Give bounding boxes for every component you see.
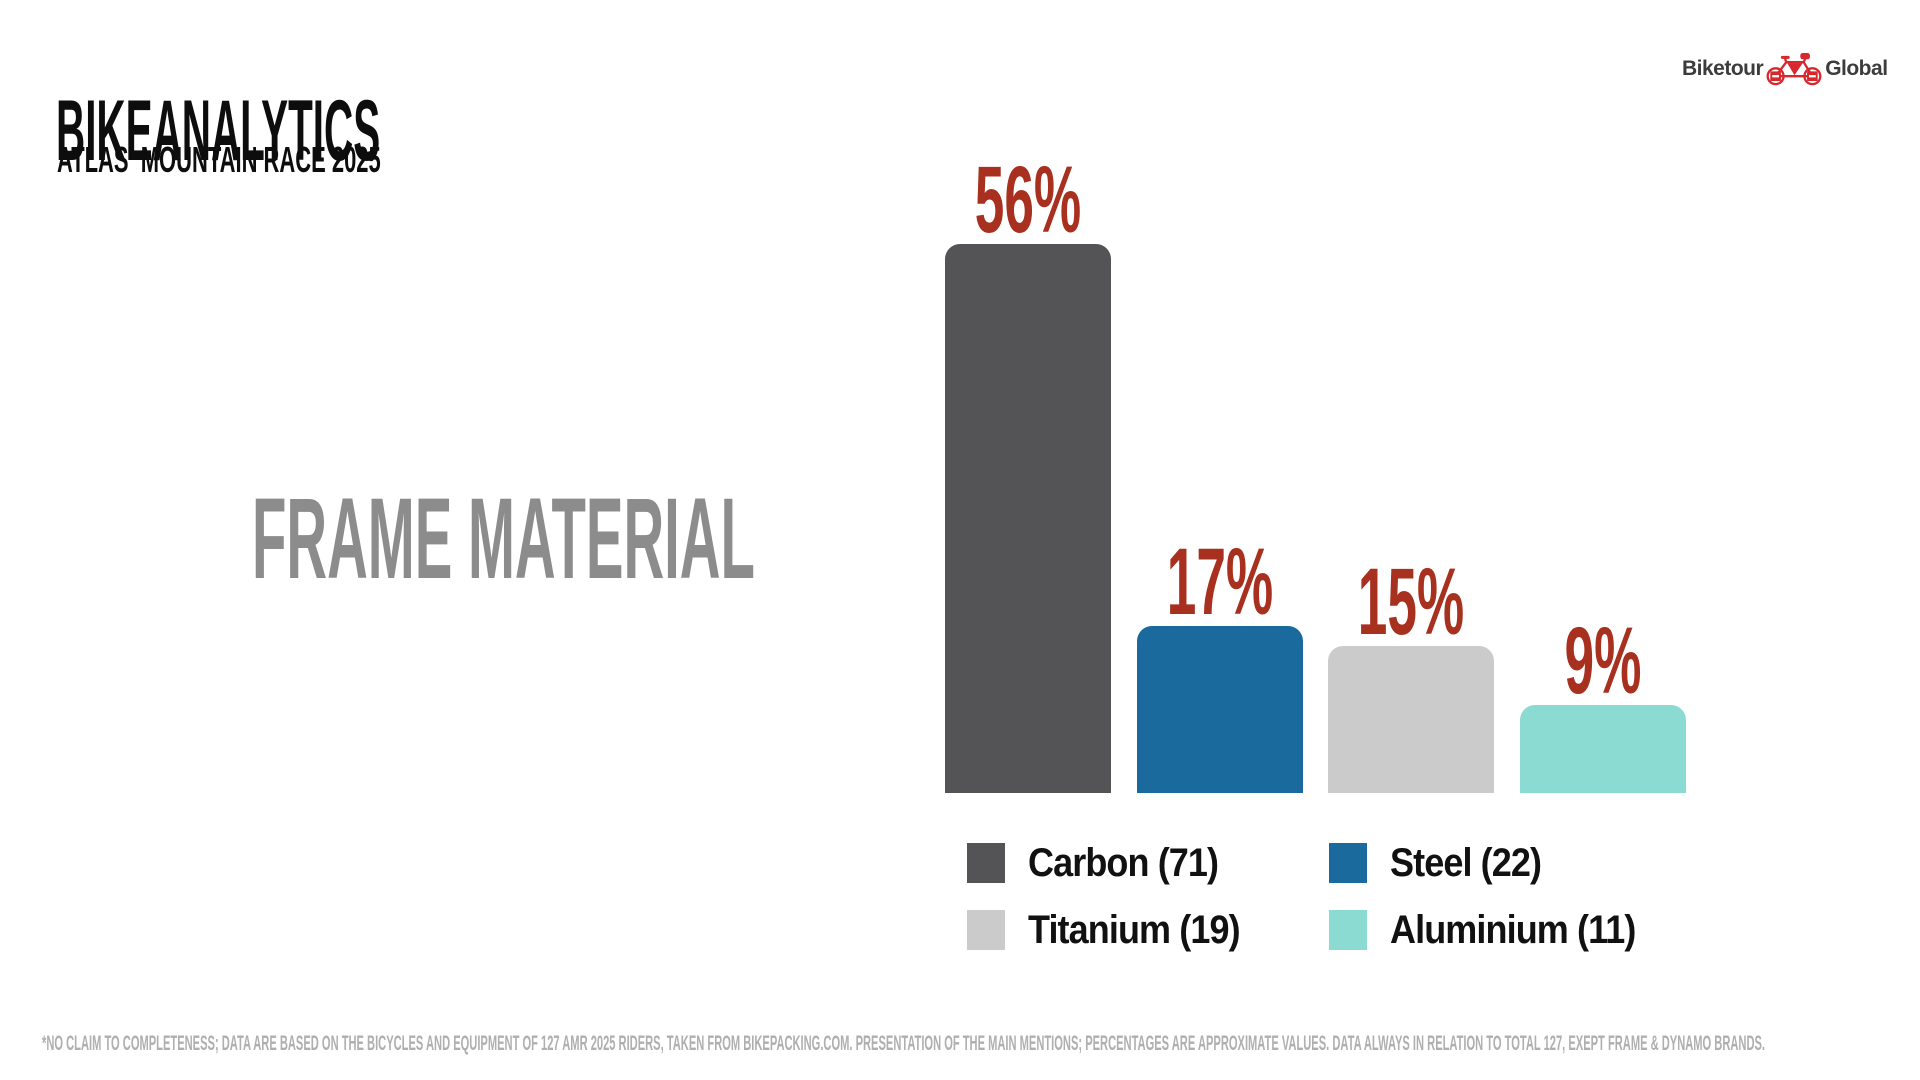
- footnote: *NO CLAIM TO COMPLETENESS; DATA ARE BASE…: [42, 1032, 1766, 1055]
- biketour-global-logo: Biketour Global: [1682, 48, 1888, 88]
- chart-legend: Carbon (71) Steel (22) Titanium (19) Alumin…: [967, 843, 1663, 950]
- logo-text-biketour: Biketour: [1682, 56, 1764, 80]
- legend-label-aluminium: Aluminium (11): [1390, 908, 1636, 952]
- legend-label-steel: Steel (22): [1390, 841, 1542, 885]
- legend-item-carbon: Carbon (71): [967, 843, 1329, 883]
- legend-item-steel: Steel (22): [1329, 843, 1663, 883]
- legend-swatch-titanium: [967, 910, 1005, 950]
- legend-swatch-aluminium: [1329, 910, 1367, 950]
- legend-label-carbon: Carbon (71): [1028, 841, 1219, 885]
- bar-steel: [1137, 626, 1303, 793]
- logo-text-global: Global: [1825, 56, 1888, 80]
- legend-label-titanium: Titanium (19): [1028, 908, 1241, 952]
- bar-value-carbon: 56%: [974, 147, 1082, 253]
- page-title: BIKEANALYTICS: [56, 82, 381, 179]
- bar-aluminium: [1520, 705, 1686, 793]
- bar-value-titanium: 15%: [1357, 549, 1465, 655]
- page-subtitle: ATLAS MOUNTAIN RACE 2025: [57, 138, 381, 180]
- legend-swatch-carbon: [967, 843, 1005, 883]
- bar-value-steel: 17%: [1166, 529, 1274, 635]
- legend-item-aluminium: Aluminium (11): [1329, 910, 1663, 950]
- bar-titanium: [1328, 646, 1494, 793]
- bicycle-icon: [1766, 53, 1822, 86]
- legend-item-titanium: Titanium (19): [967, 910, 1329, 950]
- bar-carbon: [945, 244, 1111, 793]
- bar-value-aluminium: 9%: [1564, 608, 1642, 714]
- chart-title: FRAME MATERIAL: [252, 475, 755, 603]
- legend-swatch-steel: [1329, 843, 1367, 883]
